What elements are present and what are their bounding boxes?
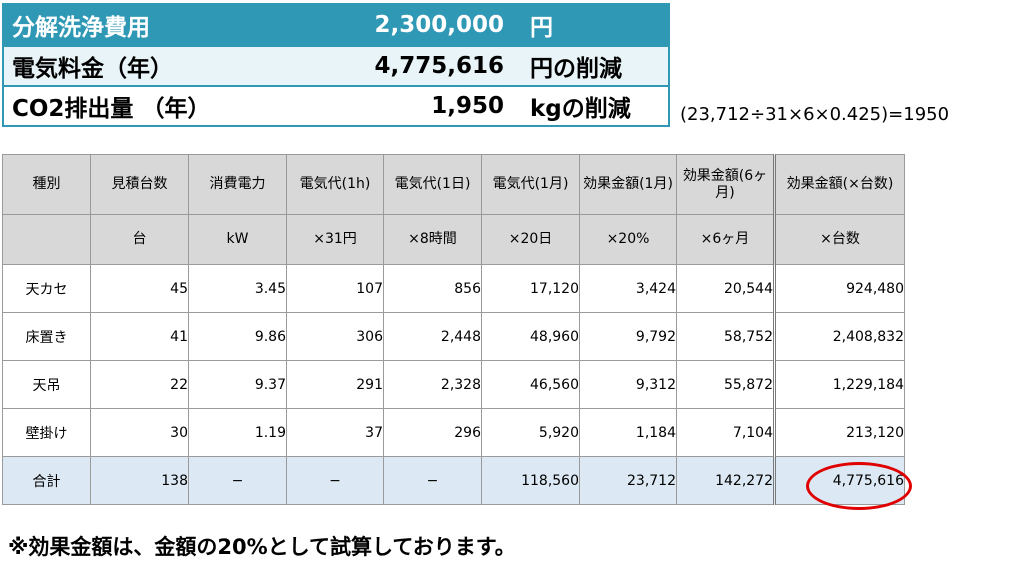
summary-label: CO2排出量 （年） [12,96,211,122]
table-cell: 58,752 [676,312,775,361]
subheader-cell: ×台数 [773,214,905,265]
table-cell: 9,312 [579,360,677,409]
table-total-row: 合計 138 − − − 118,560 23,712 142,272 4,77… [2,456,905,505]
summary-value: 1,950 [431,93,504,119]
subheader-cell: ×6ヶ月 [676,214,775,265]
header-cell: 電気代(1日) [383,154,482,215]
header-cell: 電気代(1月) [481,154,580,215]
summary-unit: 円の削減 [530,56,622,82]
table-cell: 壁掛け [2,408,91,457]
header-cell: 効果金額(×台数) [773,154,905,215]
table-cell: 30 [90,408,189,457]
table-cell: 45 [90,264,189,313]
table-cell: 46,560 [481,360,580,409]
total-cell: − [286,456,384,505]
table-cell: 3.45 [188,264,287,313]
table-cell: 291 [286,360,384,409]
table-cell: 55,872 [676,360,775,409]
header-cell: 消費電力 [188,154,287,215]
table-cell: 213,120 [773,408,905,457]
subheader-cell: ×20% [579,214,677,265]
table-cell: 1,229,184 [773,360,905,409]
table-cell: 9,792 [579,312,677,361]
header-cell: 効果金額(1月) [579,154,677,215]
table-cell: 天カセ [2,264,91,313]
table-cell: 48,960 [481,312,580,361]
table-cell: 17,120 [481,264,580,313]
subheader-cell: 台 [90,214,189,265]
summary-value: 2,300,000 [374,12,505,38]
table-cell: 3,424 [579,264,677,313]
table-cell: 床置き [2,312,91,361]
table-cell: 1.19 [188,408,287,457]
header-cell: 見積台数 [90,154,189,215]
table-cell: 9.86 [188,312,287,361]
table-cell: 41 [90,312,189,361]
summary-row-co2: CO2排出量 （年） 1,950 kgの削減 [4,85,668,125]
table-cell: 296 [383,408,482,457]
table-row: 天吊 22 9.37 291 2,328 46,560 9,312 55,872… [2,360,905,409]
total-cell: 118,560 [481,456,580,505]
table-subheader-row: 台 kW ×31円 ×8時間 ×20日 ×20% ×6ヶ月 ×台数 [2,214,905,265]
table-cell: 306 [286,312,384,361]
subheader-cell: ×31円 [286,214,384,265]
co2-formula: (23,712÷31×6×0.425)=1950 [680,104,950,125]
subheader-cell [2,214,91,265]
table-cell: 924,480 [773,264,905,313]
table-cell: 2,408,832 [773,312,905,361]
total-cell: 138 [90,456,189,505]
total-cell: 合計 [2,456,91,505]
table-cell: 22 [90,360,189,409]
subheader-cell: ×8時間 [383,214,482,265]
summary-unit: kgの削減 [530,96,631,122]
table-cell: 20,544 [676,264,775,313]
table-header-row: 種別 見積台数 消費電力 電気代(1h) 電気代(1日) 電気代(1月) 効果金… [2,154,905,215]
header-cell: 種別 [2,154,91,215]
total-cell: − [383,456,482,505]
header-cell: 効果金額(6ヶ月) [676,154,775,215]
table-row: 床置き 41 9.86 306 2,448 48,960 9,792 58,75… [2,312,905,361]
table-cell: 107 [286,264,384,313]
summary-row-electricity: 電気料金（年） 4,775,616 円の削減 [4,45,668,85]
table-cell: 2,448 [383,312,482,361]
total-cell: 23,712 [579,456,677,505]
summary-value: 4,775,616 [374,53,505,79]
highlight-circle [806,462,912,510]
table-row: 天カセ 45 3.45 107 856 17,120 3,424 20,544 … [2,264,905,313]
table-cell: 37 [286,408,384,457]
footnote: ※効果金額は、金額の20%として試算しております。 [8,535,516,559]
subheader-cell: kW [188,214,287,265]
table-cell: 1,184 [579,408,677,457]
summary-box: 分解洗浄費用 2,300,000 円 電気料金（年） 4,775,616 円の削… [2,3,670,127]
table-cell: 9.37 [188,360,287,409]
table-cell: 7,104 [676,408,775,457]
total-cell: − [188,456,287,505]
table-cell: 2,328 [383,360,482,409]
table-cell: 5,920 [481,408,580,457]
header-cell: 電気代(1h) [286,154,384,215]
summary-label: 電気料金（年） [12,56,173,82]
table-cell: 天吊 [2,360,91,409]
total-cell: 142,272 [676,456,775,505]
table-cell: 856 [383,264,482,313]
summary-unit: 円 [530,15,553,41]
summary-label: 分解洗浄費用 [12,15,150,41]
cost-table: 種別 見積台数 消費電力 電気代(1h) 電気代(1日) 電気代(1月) 効果金… [2,154,905,505]
summary-row-cleaning-cost: 分解洗浄費用 2,300,000 円 [4,5,668,45]
table-row: 壁掛け 30 1.19 37 296 5,920 1,184 7,104 213… [2,408,905,457]
subheader-cell: ×20日 [481,214,580,265]
